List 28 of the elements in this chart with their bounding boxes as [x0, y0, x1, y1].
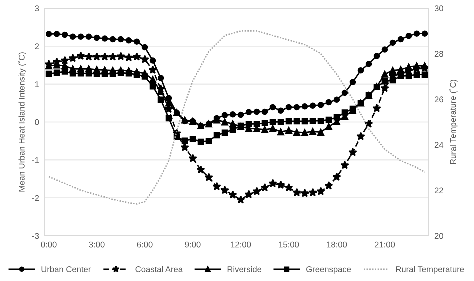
y2-tick-label: 22 [434, 188, 444, 194]
x-tick-label: 18:00 [327, 242, 348, 248]
y2-tick-label: 30 [434, 6, 444, 12]
y2-tick-label: 28 [434, 51, 444, 58]
legend-label: Greenspace [306, 266, 352, 274]
y-tick-label: -2 [32, 195, 40, 202]
y-tick-label: 2 [35, 44, 40, 50]
legend-label: Urban Center [42, 266, 92, 272]
legend-label: Rural Temperature [396, 266, 464, 274]
y-tick-label: 1 [35, 82, 40, 88]
legend-label: Riverside [228, 266, 262, 272]
y2-tick-label: 26 [434, 96, 444, 103]
x-tick-label: 15:00 [279, 242, 300, 248]
legend-label: Coastal Area [136, 266, 184, 272]
x-tick-label: 6:00 [137, 242, 153, 248]
x-tick-label: 0:00 [41, 242, 57, 248]
y-axis-title: Mean Urban Heat Island Intensity (˚C) [18, 52, 27, 192]
y2-tick-label: 24 [434, 142, 444, 148]
y-tick-label: -3 [32, 233, 40, 240]
y2-tick-label: 20 [434, 233, 444, 240]
y2-axis-title: Rural Temperature (˚C) [449, 80, 458, 164]
x-tick-label: 9:00 [185, 242, 201, 248]
x-tick-label: 12:00 [231, 242, 252, 248]
y-tick-label: -1 [32, 157, 40, 164]
y-tick-label: 0 [35, 119, 40, 126]
x-tick-label: 21:00 [374, 242, 396, 248]
x-tick-label: 3:00 [89, 242, 105, 248]
y-tick-label: 3 [35, 6, 40, 12]
